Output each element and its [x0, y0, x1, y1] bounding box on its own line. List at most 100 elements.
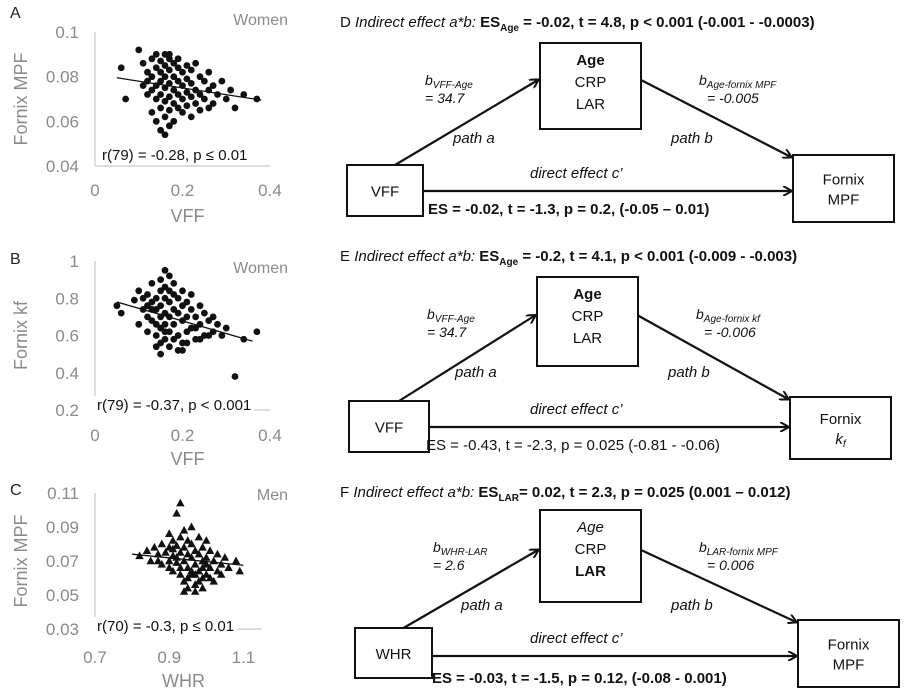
data-point: [161, 266, 169, 274]
outcome-box: [792, 154, 895, 223]
data-point: [183, 75, 191, 83]
predictor-box: [354, 627, 433, 679]
data-point: [157, 91, 165, 98]
path-b-label: path b: [670, 597, 713, 614]
data-point: [174, 77, 182, 85]
data-point: [179, 542, 189, 551]
coef-b-value: = 0.006: [707, 557, 754, 573]
direct-effect-stats: ES = -0.02, t = -1.3, p = 0.2, (-0.05 – …: [428, 201, 709, 218]
data-point: [200, 77, 208, 85]
data-point: [213, 566, 222, 575]
data-point: [165, 556, 174, 565]
y-axis-title: Fornix MPF: [11, 52, 31, 145]
data-point: [157, 57, 165, 65]
mediation-panel-f: F Indirect effect a*b: ESLAR= 0.02, t = …: [340, 484, 900, 688]
indirect-effect-header: F Indirect effect a*b: ESLAR= 0.02, t = …: [340, 484, 790, 504]
data-point: [196, 91, 204, 98]
data-point: [157, 276, 165, 284]
mediator-lar: LAR: [575, 563, 606, 580]
data-point: [170, 279, 178, 287]
data-point: [152, 320, 160, 328]
data-point: [165, 93, 173, 101]
data-point: [205, 68, 213, 76]
outcome-label-line2: MPF: [833, 657, 865, 674]
data-point: [187, 522, 196, 531]
annotation-backdrop: [94, 396, 255, 415]
data-point: [152, 64, 160, 72]
data-point: [161, 97, 169, 105]
data-point: [161, 320, 169, 328]
x-tick-label: 0.4: [258, 426, 282, 445]
data-point: [144, 302, 151, 310]
data-point: [152, 332, 160, 339]
outcome-label-line1: Fornix: [820, 411, 862, 428]
data-point: [142, 546, 152, 554]
direct-effect-stats: ES = -0.03, t = -1.5, p = 0.12, (-0.08 -…: [432, 670, 727, 687]
data-point: [187, 306, 195, 313]
outcome-label-line2: kf: [835, 431, 847, 450]
data-point: [192, 100, 200, 107]
data-point: [152, 95, 160, 103]
data-point: [235, 566, 244, 575]
direct-effect-stats: ES = -0.43, t = -2.3, p = 0.025 (-0.81 -…: [426, 437, 720, 454]
y-tick-label: 0.05: [46, 586, 79, 605]
data-point: [152, 117, 160, 125]
data-point: [174, 55, 182, 63]
mediator-crp: CRP: [572, 308, 604, 325]
data-point: [222, 324, 230, 332]
data-point: [183, 549, 192, 558]
path-b-arrow: [637, 314, 788, 400]
data-point: [165, 122, 173, 130]
coef-a-value: = 2.6: [433, 557, 465, 573]
data-point: [187, 93, 195, 101]
data-point: [200, 309, 208, 317]
data-point: [218, 77, 226, 85]
data-point: [117, 64, 125, 72]
data-point: [179, 68, 186, 76]
y-tick-label: 0.03: [46, 620, 79, 639]
path-a-arrow: [398, 316, 535, 402]
data-point: [202, 553, 211, 561]
coef-b-value: = -0.006: [704, 324, 756, 340]
data-point: [152, 294, 160, 302]
data-point: [187, 79, 195, 87]
data-point: [174, 309, 182, 317]
y-tick-label: 1: [70, 252, 79, 271]
data-point: [174, 294, 182, 302]
data-point: [153, 556, 163, 565]
x-tick-label: 0.9: [157, 648, 181, 667]
indirect-effect-header: E Indirect effect a*b: ESAge = -0.2, t =…: [340, 248, 797, 268]
coef-a-value: = 34.7: [427, 324, 468, 340]
group-label: Women: [233, 260, 288, 277]
data-point: [165, 563, 174, 571]
data-point: [148, 55, 156, 63]
data-point: [179, 587, 189, 595]
outcome-label-line2: MPF: [828, 192, 860, 209]
mediator-age: Age: [573, 286, 601, 303]
data-point: [227, 86, 235, 94]
trend-line: [116, 301, 253, 342]
data-point: [183, 573, 192, 582]
data-point: [222, 95, 230, 103]
predictor-box: [346, 164, 424, 217]
mediator-crp: CRP: [575, 541, 607, 558]
data-point: [170, 100, 178, 107]
data-point: [200, 95, 208, 103]
x-axis-title: VFF: [171, 449, 205, 469]
data-point: [179, 95, 186, 103]
mediation-panels: D Indirect effect a*b: ESAge = -0.02, t …: [340, 14, 900, 688]
data-point: [205, 332, 213, 339]
data-point: [148, 279, 156, 287]
mediator-box: [539, 509, 642, 603]
y-tick-label: 0.4: [55, 364, 79, 383]
trend-line: [132, 553, 244, 566]
data-point: [192, 324, 200, 332]
data-point: [213, 549, 222, 558]
data-point: [194, 576, 204, 585]
data-point: [144, 68, 151, 76]
x-tick-label: 0.4: [258, 181, 282, 200]
coef-a: bVFF-Age: [427, 306, 475, 325]
data-point: [172, 508, 181, 517]
data-point: [165, 50, 173, 58]
